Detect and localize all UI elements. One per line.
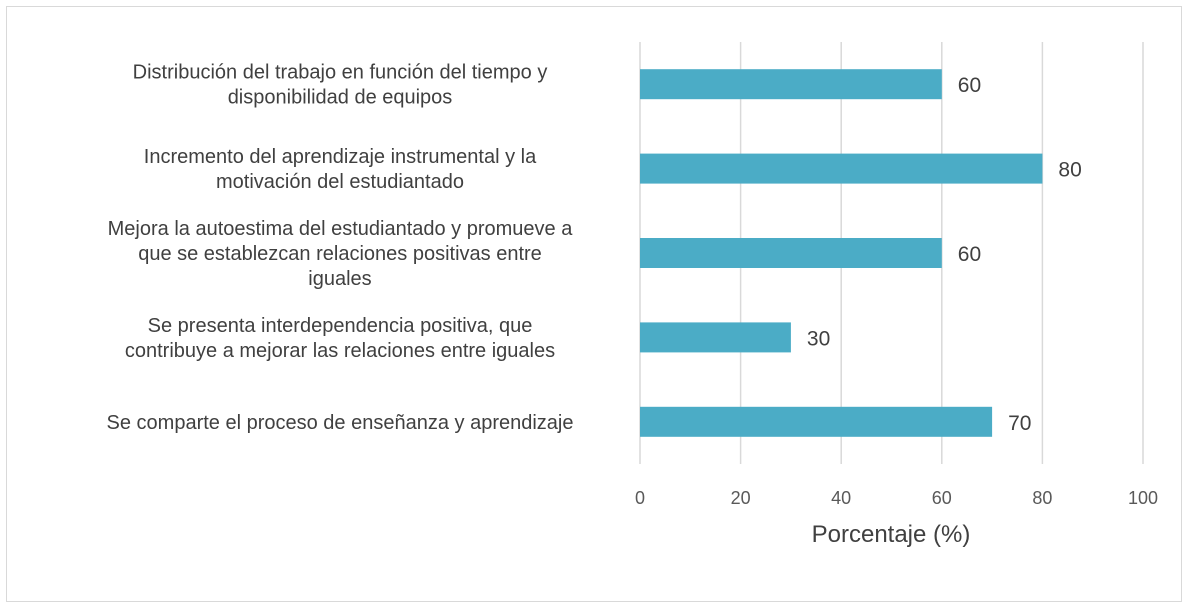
bar bbox=[640, 238, 942, 268]
category-label-line: motivación del estudiantado bbox=[216, 171, 464, 193]
category-label: Incremento del aprendizaje instrumental … bbox=[144, 146, 537, 193]
category-labels: Distribución del trabajo en función del … bbox=[107, 62, 574, 434]
x-tick-label: 0 bbox=[635, 488, 645, 508]
bar bbox=[640, 69, 942, 100]
x-tick-label: 20 bbox=[731, 488, 751, 508]
category-label-line: Distribución del trabajo en función del … bbox=[133, 62, 548, 84]
data-label: 80 bbox=[1058, 159, 1081, 182]
category-label-line: Se comparte el proceso de enseñanza y ap… bbox=[107, 412, 574, 434]
x-tick-labels: 0 20 40 60 80 100 bbox=[635, 488, 1158, 508]
data-label: 30 bbox=[807, 327, 830, 350]
category-label-line: iguales bbox=[308, 268, 371, 290]
category-label: Se comparte el proceso de enseñanza y ap… bbox=[107, 412, 574, 434]
category-label: Se presenta interdependencia positiva, q… bbox=[125, 315, 555, 362]
bar bbox=[640, 406, 993, 437]
category-label: Distribución del trabajo en función del … bbox=[133, 62, 548, 109]
gridlines bbox=[639, 42, 1144, 464]
data-label: 60 bbox=[958, 74, 981, 97]
data-label: 70 bbox=[1008, 412, 1031, 435]
chart-frame bbox=[6, 6, 1182, 602]
x-tick-label: 100 bbox=[1128, 488, 1158, 508]
category-label: Mejora la autoestima del estudiantado y … bbox=[108, 218, 574, 290]
x-tick-label: 80 bbox=[1032, 488, 1052, 508]
category-label-line: Se presenta interdependencia positiva, q… bbox=[148, 315, 533, 337]
category-label-line: que se establezcan relaciones positivas … bbox=[138, 243, 542, 265]
category-label-line: disponibilidad de equipos bbox=[228, 87, 453, 109]
category-label-line: Mejora la autoestima del estudiantado y … bbox=[108, 218, 574, 240]
x-axis-title: Porcentaje (%) bbox=[812, 521, 971, 548]
data-labels: 60 80 60 30 70 bbox=[807, 74, 1082, 435]
data-label: 60 bbox=[958, 243, 981, 266]
category-label-line: Incremento del aprendizaje instrumental … bbox=[144, 146, 537, 168]
x-tick-label: 60 bbox=[932, 488, 952, 508]
category-label-line: contribuye a mejorar las relaciones entr… bbox=[125, 340, 555, 362]
x-tick-label: 40 bbox=[831, 488, 851, 508]
bar bbox=[640, 322, 791, 353]
bars bbox=[640, 69, 1043, 437]
bar bbox=[640, 153, 1043, 184]
